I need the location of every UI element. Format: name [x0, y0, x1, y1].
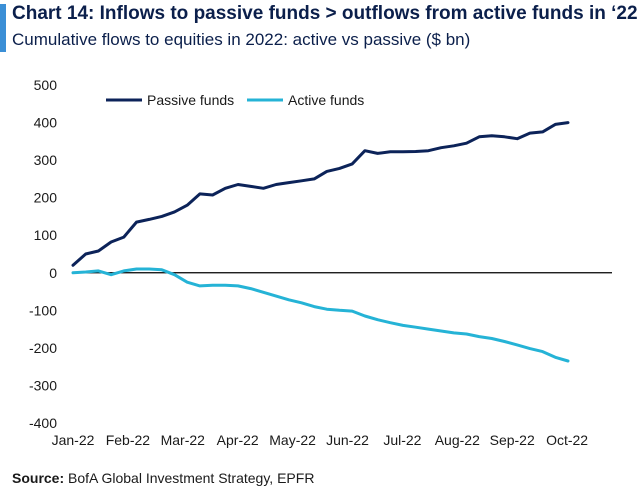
source-text: BofA Global Investment Strategy, EPFR — [68, 470, 315, 486]
chart-subtitle: Cumulative flows to equities in 2022: ac… — [12, 30, 471, 49]
legend-label: Passive funds — [147, 92, 234, 108]
x-tick-label: May-22 — [269, 432, 316, 448]
legend: Passive funds Active funds — [106, 92, 364, 108]
x-tick-label: Aug-22 — [435, 432, 480, 448]
y-tick-label: -100 — [29, 302, 57, 318]
y-tick-label: 200 — [34, 190, 58, 206]
source-label: Source: — [12, 470, 65, 486]
series-line-passive — [71, 121, 570, 267]
x-tick-label: Feb-22 — [106, 432, 151, 448]
x-tick-label: Jul-22 — [383, 432, 421, 448]
y-tick-label: 500 — [34, 77, 58, 93]
y-tick-label: 400 — [34, 115, 58, 131]
series-line-active — [71, 267, 570, 363]
x-tick-label: Oct-22 — [546, 432, 588, 448]
y-axis: 500 400 300 200 100 0 -100 -200 -300 -400 — [29, 77, 57, 431]
x-tick-label: Sep-22 — [490, 432, 535, 448]
y-tick-label: -200 — [29, 340, 57, 356]
y-tick-label: 0 — [49, 265, 57, 281]
title-accent-bar — [0, 4, 6, 52]
x-tick-label: Apr-22 — [217, 432, 259, 448]
x-tick-label: Jan-22 — [52, 432, 95, 448]
x-tick-label: Mar-22 — [161, 432, 206, 448]
x-tick-label: Jun-22 — [326, 432, 369, 448]
y-tick-label: 100 — [34, 227, 58, 243]
x-axis: Jan-22 Feb-22 Mar-22 Apr-22 May-22 Jun-22 Jul-… — [52, 432, 589, 448]
y-tick-label: -400 — [29, 415, 57, 431]
legend-label: Active funds — [288, 92, 364, 108]
chart-title: Chart 14: Inflows to passive funds > out… — [12, 3, 638, 24]
y-tick-label: -300 — [29, 377, 57, 393]
y-tick-label: 300 — [34, 152, 58, 168]
series-group — [71, 121, 570, 363]
source-note: Source: BofA Global Investment Strategy,… — [12, 470, 314, 486]
